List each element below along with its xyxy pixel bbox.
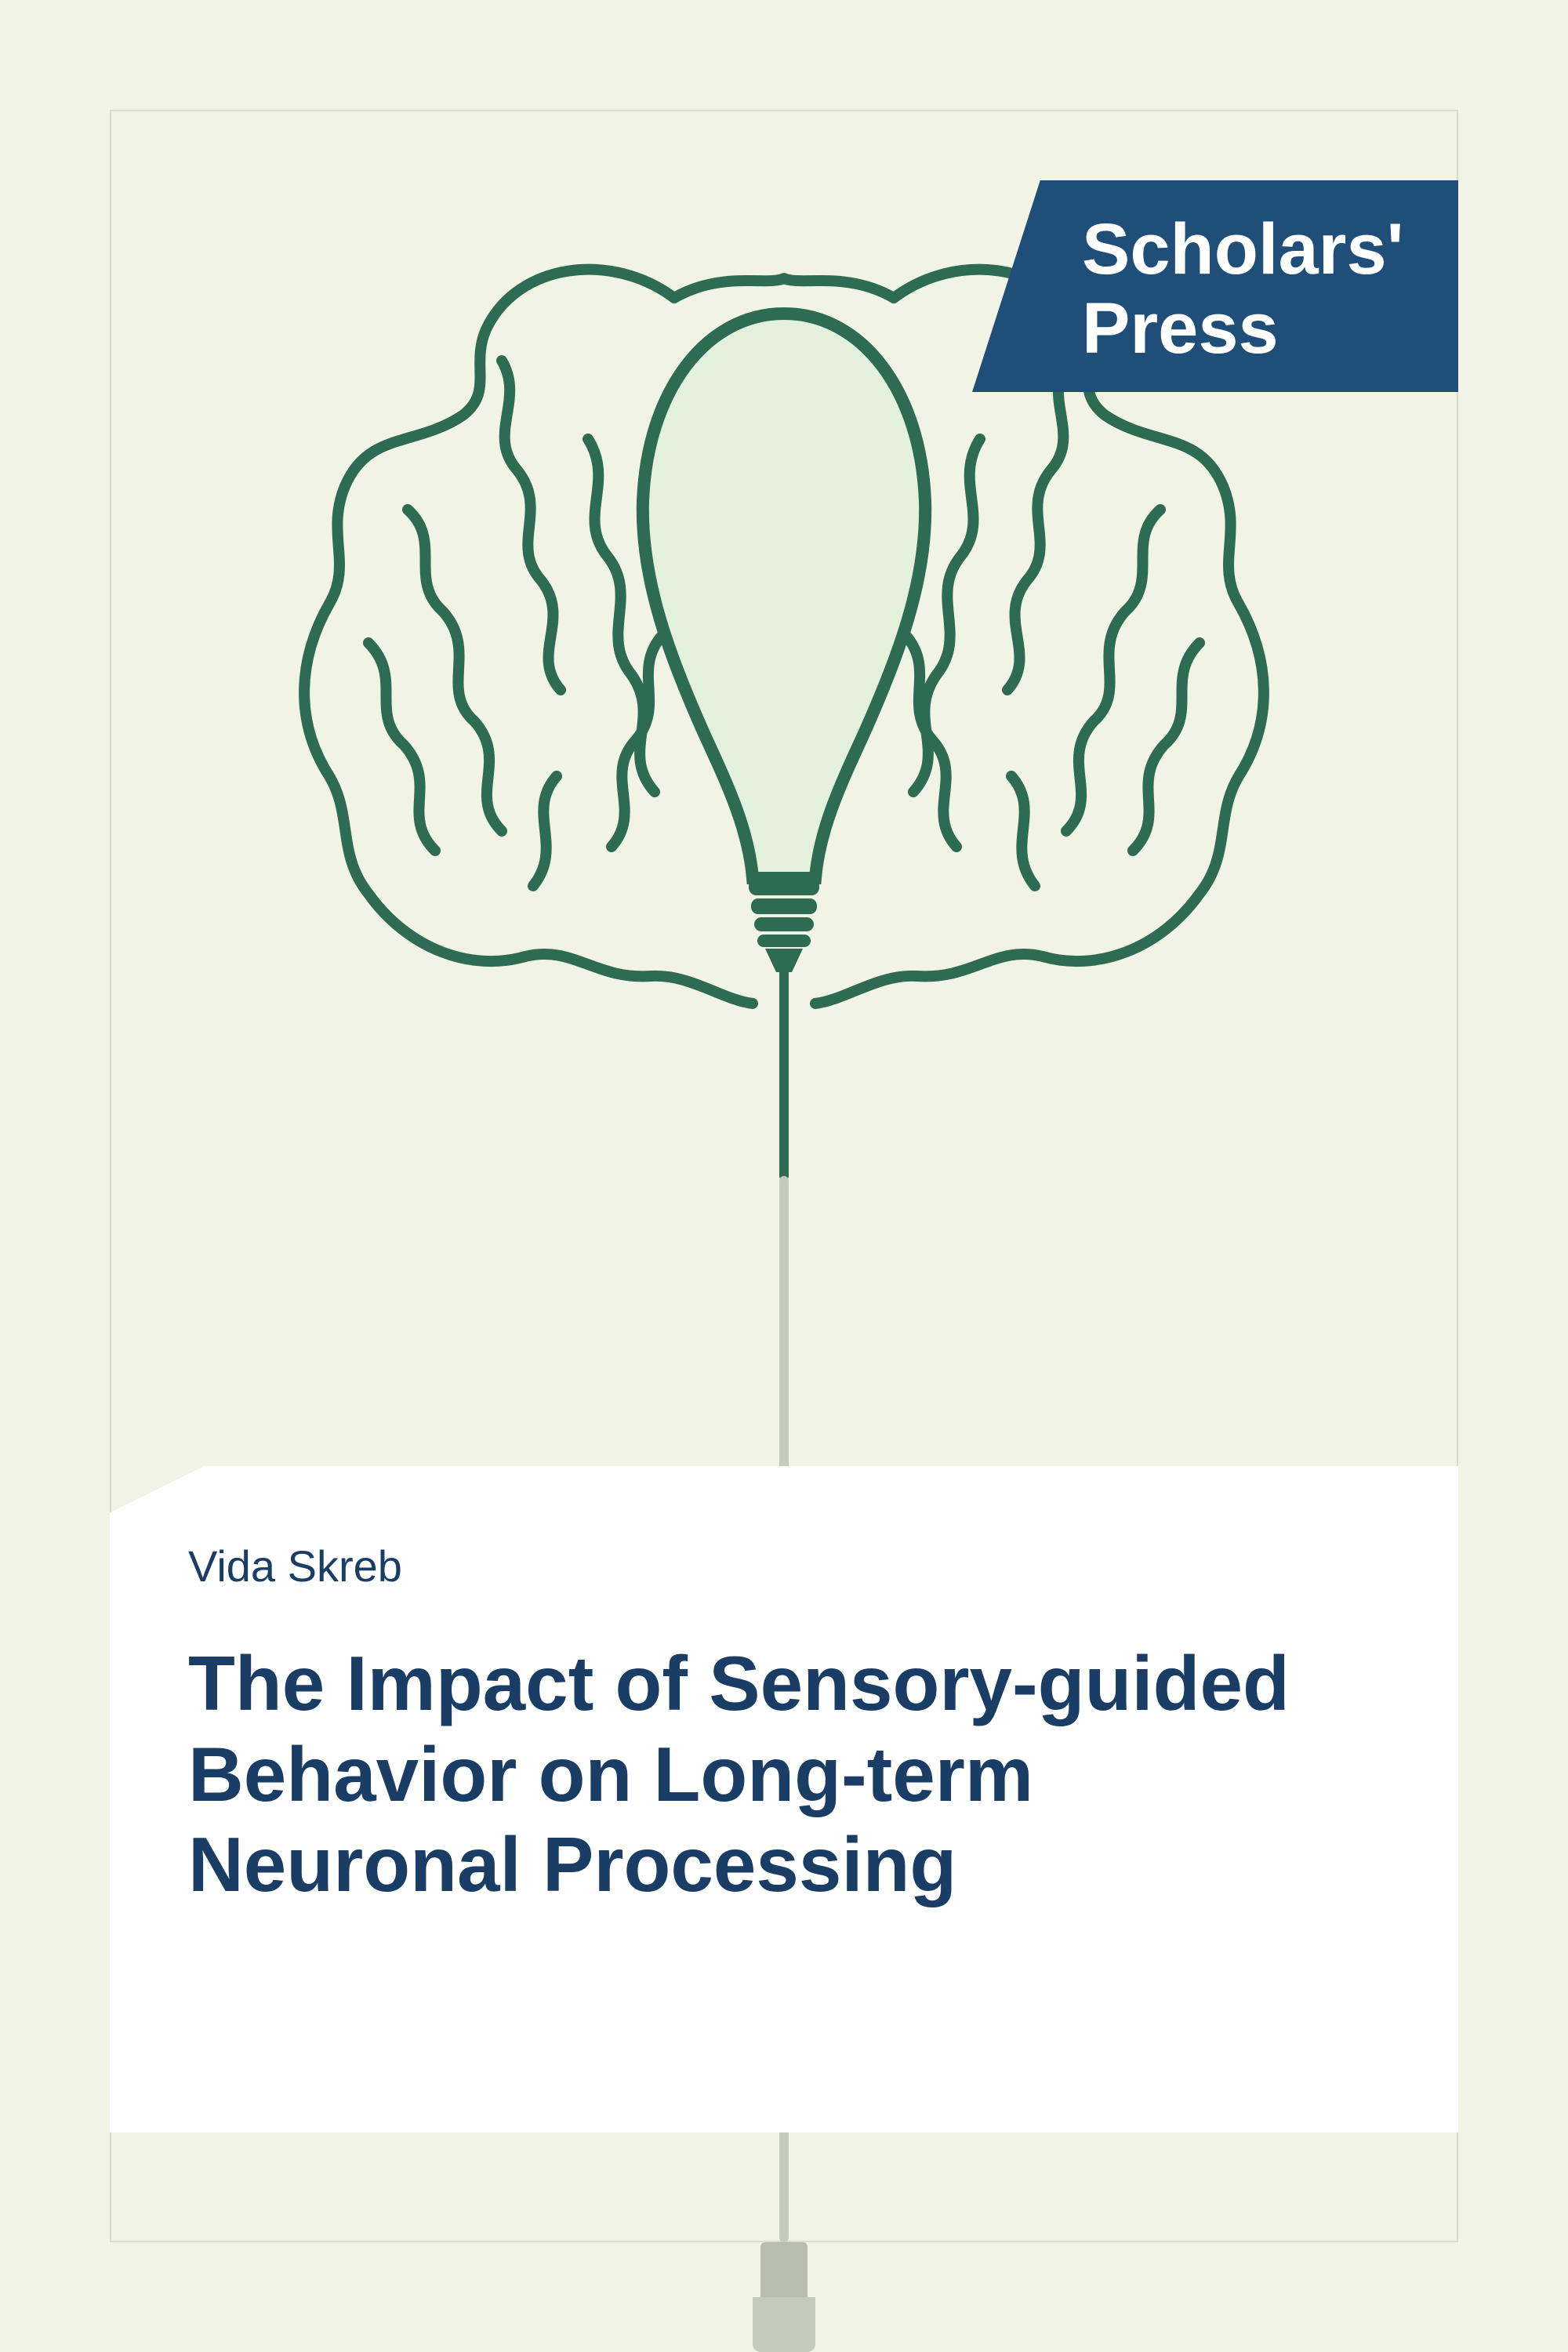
author-name: Vida Skreb bbox=[188, 1541, 1380, 1592]
publisher-badge: Scholars' Press bbox=[972, 180, 1458, 392]
usb-plug-icon bbox=[760, 2242, 808, 2352]
title-panel: Vida Skreb The Impact of Sensory-guided … bbox=[110, 1466, 1458, 2132]
publisher-line1: Scholars' bbox=[1082, 210, 1419, 289]
publisher-line2: Press bbox=[1082, 289, 1419, 368]
book-title: The Impact of Sensory-guided Behavior on… bbox=[188, 1639, 1380, 1911]
